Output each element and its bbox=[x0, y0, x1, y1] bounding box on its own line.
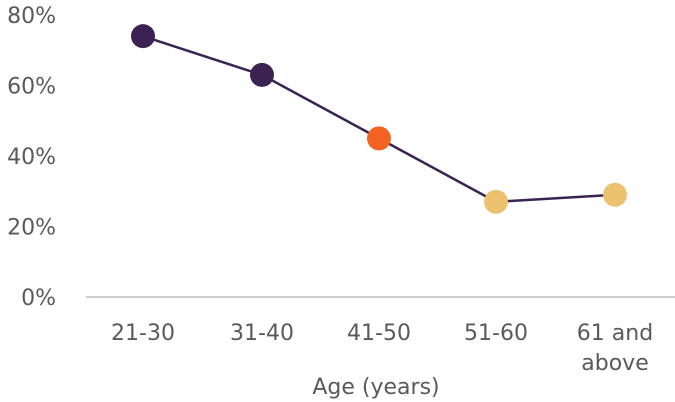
x-tick-label: 31-40 bbox=[230, 321, 294, 346]
x-tick-label: 41-50 bbox=[347, 321, 411, 346]
y-tick-label: 0% bbox=[21, 286, 56, 311]
x-axis-label: Age (years) bbox=[312, 375, 439, 400]
data-point bbox=[250, 62, 274, 87]
y-tick-labels: 0% 20% 40% 60% 80% bbox=[7, 4, 56, 311]
data-point bbox=[131, 24, 155, 49]
data-points bbox=[131, 24, 627, 214]
y-tick-label: 40% bbox=[7, 145, 56, 170]
y-tick-label: 80% bbox=[7, 4, 56, 29]
data-point bbox=[367, 126, 391, 151]
y-tick-label: 20% bbox=[7, 216, 56, 241]
x-tick-labels: 21-30 31-40 41-50 51-60 61 and above bbox=[111, 321, 653, 376]
x-tick-label: 51-60 bbox=[464, 321, 528, 346]
y-tick-label: 60% bbox=[7, 75, 56, 100]
data-point bbox=[603, 182, 627, 207]
x-tick-label: 61 and above bbox=[577, 321, 653, 376]
x-tick-label: 21-30 bbox=[111, 321, 175, 346]
series-line bbox=[142, 34, 616, 204]
data-point bbox=[484, 189, 508, 214]
